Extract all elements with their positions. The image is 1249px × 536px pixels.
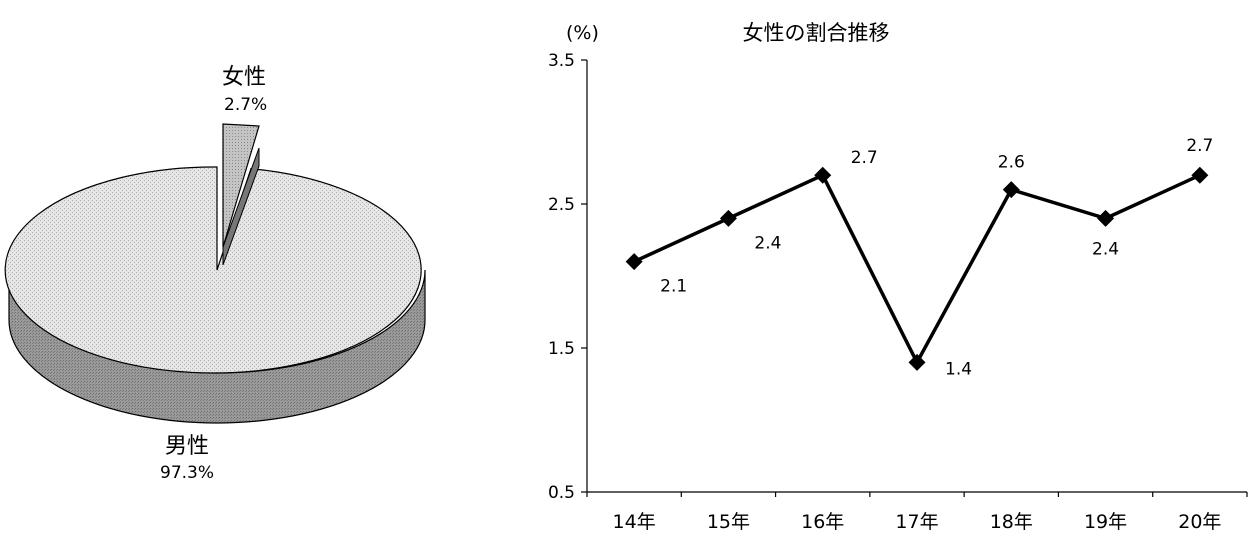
data-label: 2.6 [998, 153, 1025, 173]
x-tick-label: 16年 [801, 511, 844, 533]
data-point-marker [1097, 209, 1115, 227]
series-line [633, 172, 1201, 367]
pie-chart: 女性 2.7% 男性 97.3% [4, 65, 426, 483]
data-point-marker [814, 166, 832, 184]
data-label: 2.4 [754, 233, 781, 253]
pie-label-female: 女性 [222, 65, 266, 90]
data-label: 2.7 [1186, 136, 1213, 156]
pie-value-female: 2.7% [224, 95, 267, 115]
y-tick-label: 1.5 [548, 339, 575, 359]
x-tick-label: 15年 [707, 511, 750, 533]
data-point-marker [908, 353, 926, 371]
data-point-marker [719, 209, 737, 227]
x-tick-label: 17年 [895, 511, 938, 533]
x-tick-label: 20年 [1178, 511, 1221, 533]
x-tick-label: 19年 [1084, 511, 1127, 533]
data-point-marker [625, 253, 643, 271]
pie-value-male: 97.3% [160, 463, 214, 483]
data-series [625, 166, 1209, 371]
y-tick-label: 2.5 [548, 195, 575, 215]
y-axis-unit-label: (%) [566, 22, 599, 44]
x-tick-label: 14年 [613, 511, 656, 533]
data-label: 1.4 [945, 359, 972, 379]
pie-slice-female [222, 123, 260, 248]
data-label: 2.7 [851, 148, 878, 168]
data-label: 2.1 [660, 277, 687, 297]
pie-label-male: 男性 [165, 434, 209, 459]
tick-labels: 0.5 1.5 2.5 3.5 14年 15年 16年 17年 18年 19年 20年 [548, 51, 1221, 533]
line-chart: 女性の割合推移 (%) 0.5 1.5 2.5 3.5 14年 15年 16年 17年 18年 1… [548, 21, 1248, 533]
data-point-marker [1002, 181, 1020, 199]
y-tick-label: 3.5 [548, 51, 575, 71]
data-point-marker [1191, 166, 1209, 184]
data-labels: 2.1 2.4 2.7 1.4 2.6 2.4 2.7 [660, 136, 1213, 379]
axes [581, 59, 1248, 497]
pie-slice-female-side [222, 147, 260, 266]
chart-title: 女性の割合推移 [743, 21, 890, 45]
x-tick-label: 18年 [990, 511, 1033, 533]
pie-slice-male [4, 166, 422, 374]
data-label: 2.4 [1092, 239, 1119, 259]
y-tick-label: 0.5 [548, 483, 575, 503]
